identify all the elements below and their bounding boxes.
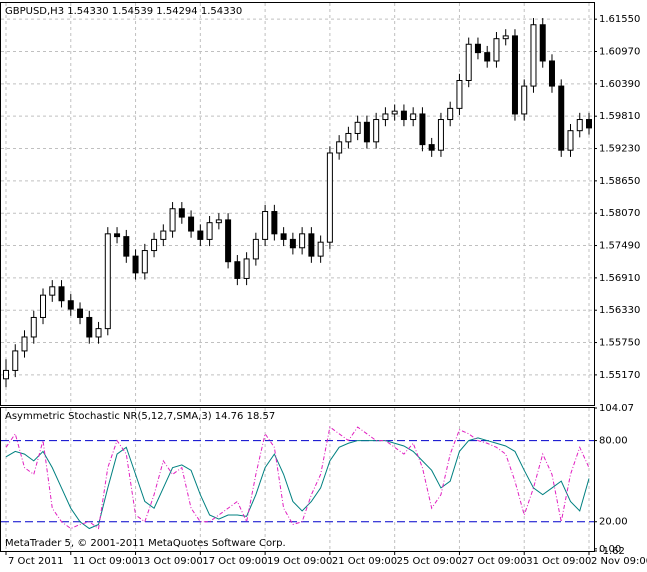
- indicator-title: Asymmetric Stochastic NR(5,12,7,SMA,3) 1…: [5, 411, 275, 422]
- x-tick-label: 13 Oct 09:00: [138, 556, 203, 567]
- y-tick-label: 1.56910: [599, 273, 640, 284]
- candle-body: [410, 113, 417, 121]
- candle-body: [299, 233, 306, 249]
- candle-body: [123, 236, 130, 257]
- candle-body: [12, 350, 19, 371]
- candle-body: [400, 110, 407, 121]
- candle-body: [345, 132, 352, 143]
- candle-body: [493, 38, 500, 62]
- candle-body: [160, 230, 167, 240]
- candle-body: [308, 233, 315, 257]
- candle-body: [567, 130, 574, 151]
- candle-body: [49, 286, 56, 296]
- candle-body: [539, 24, 546, 62]
- y-tick-label: 1.58070: [599, 208, 640, 219]
- candle-body: [447, 107, 454, 121]
- candle-body: [548, 60, 555, 87]
- y-tick-label: 1.55750: [599, 338, 640, 349]
- candle-body: [206, 222, 213, 240]
- y-tick-label: 1.60390: [599, 79, 640, 90]
- x-tick-label: 2 Nov 09:00: [591, 556, 647, 567]
- main-panel: [0, 2, 595, 406]
- y-tick-label: 1.59230: [599, 144, 640, 155]
- candle-body: [336, 141, 343, 154]
- candle-body: [437, 119, 444, 151]
- y-tick-label: 0.00: [599, 544, 621, 555]
- candle-body: [243, 258, 250, 279]
- footer: MetaTrader 5, © 2001-2011 MetaQuotes Sof…: [5, 538, 286, 549]
- candle-body: [77, 308, 84, 318]
- candle-body: [234, 261, 241, 279]
- candle-body: [419, 113, 426, 146]
- y-tick-label: 1.58650: [599, 176, 640, 187]
- candle-body: [363, 121, 370, 143]
- candle-body: [104, 233, 111, 330]
- candle-body: [40, 294, 47, 318]
- candle-body: [114, 233, 121, 238]
- candle-body: [354, 121, 361, 134]
- candle-body: [197, 230, 204, 240]
- candle-body: [373, 119, 380, 143]
- candle-body: [326, 152, 333, 243]
- candle-body: [391, 110, 398, 115]
- y-tick-label: 1.55170: [599, 370, 640, 381]
- candle-body: [484, 52, 491, 62]
- y-tick-label: 20.00: [599, 517, 628, 528]
- candle-body: [252, 238, 259, 260]
- x-tick-label: 21 Oct 09:00: [332, 556, 397, 567]
- candle-body: [382, 113, 389, 121]
- candle-body: [474, 43, 481, 54]
- candle-body: [511, 35, 518, 115]
- x-tick-label: 19 Oct 09:00: [267, 556, 332, 567]
- y-tick-label: 1.59810: [599, 111, 640, 122]
- candle-body: [132, 255, 139, 274]
- x-tick-label: 7 Oct 2011: [8, 556, 63, 567]
- y-tick-label: 104.07: [599, 403, 634, 414]
- candle-body: [502, 35, 509, 40]
- candle-body: [465, 43, 472, 82]
- candle-body: [280, 233, 287, 240]
- candle-body: [151, 238, 158, 252]
- y-tick-label: 1.57490: [599, 241, 640, 252]
- candle-body: [178, 208, 185, 218]
- y-tick-label: 1.56330: [599, 305, 640, 316]
- x-tick-label: 27 Oct 09:00: [461, 556, 526, 567]
- candle-body: [21, 336, 28, 352]
- candle-body: [456, 80, 463, 109]
- candle-body: [188, 216, 195, 232]
- candle-body: [30, 316, 37, 338]
- y-tick-label: 1.60970: [599, 47, 640, 58]
- x-tick-label: 11 Oct 09:00: [73, 556, 138, 567]
- candle-body: [67, 300, 74, 310]
- candle-body: [225, 219, 232, 263]
- candle-body: [521, 85, 528, 115]
- x-tick-label: 31 Oct 09:00: [526, 556, 591, 567]
- candle-body: [95, 328, 102, 338]
- candle-body: [86, 316, 93, 338]
- candle-body: [576, 119, 583, 132]
- candle-body: [215, 219, 222, 224]
- candle-body: [317, 241, 324, 257]
- candle-body: [530, 24, 537, 87]
- candle-body: [586, 119, 592, 129]
- x-tick-label: 17 Oct 09:00: [202, 556, 267, 567]
- candle-body: [428, 144, 435, 151]
- y-tick-label: -1.62: [599, 546, 625, 557]
- indicator-panel: [0, 407, 595, 552]
- candle-body: [289, 238, 296, 249]
- indicator-line: [5, 426, 590, 530]
- y-tick-label: 1.61550: [599, 14, 640, 25]
- candle-body: [141, 250, 148, 274]
- candle-body: [3, 369, 9, 380]
- x-tick-label: 25 Oct 09:00: [397, 556, 462, 567]
- y-tick-label: 80.00: [599, 436, 628, 447]
- candle-body: [271, 211, 278, 235]
- chart-title: GBPUSD,H3 1.54330 1.54539 1.54294 1.5433…: [5, 6, 242, 17]
- indicator-line: [5, 437, 590, 530]
- candle-body: [262, 211, 269, 240]
- candle-body: [58, 286, 65, 302]
- candle-body: [169, 208, 176, 232]
- candle-body: [558, 85, 565, 151]
